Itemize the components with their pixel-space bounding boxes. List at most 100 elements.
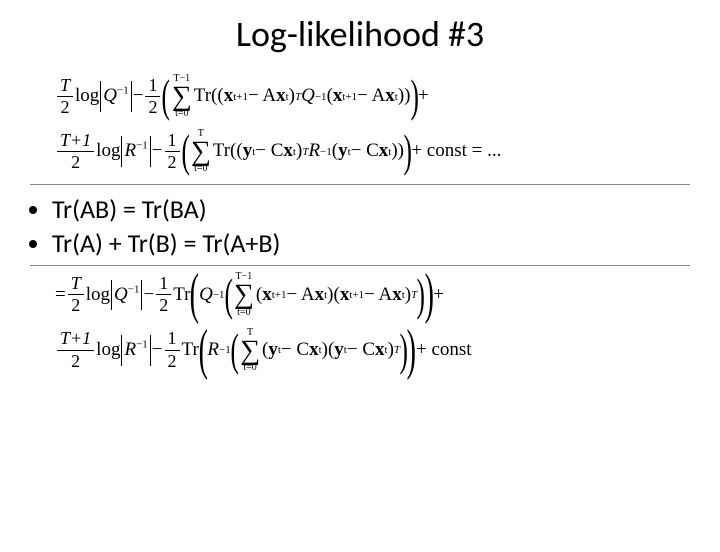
lparen-icon: ( (162, 78, 170, 115)
lparen-icon2: ( (181, 133, 189, 170)
half-num4: 1 (165, 328, 180, 351)
lparen-inner2: ( (230, 332, 238, 369)
rparen-big2: ) (407, 331, 416, 370)
sigma-icon3: ∑ (234, 282, 254, 307)
rparen-big: ) (424, 275, 433, 314)
half-den: 2 (145, 97, 160, 119)
eq4-coef-num: T+1 (57, 328, 94, 351)
sum-bot3: t=0 (237, 308, 250, 318)
sum-bot2: t=0 (194, 164, 207, 174)
Qfront: Q (199, 284, 213, 307)
sigma-icon2: ∑ (191, 139, 211, 164)
sigma-icon: ∑ (172, 84, 192, 109)
lparen-big2: ( (198, 331, 207, 370)
close2: )) (398, 85, 411, 108)
minus-C: − C (255, 140, 283, 163)
close4: ) (388, 339, 394, 362)
Rfront: R (207, 339, 219, 362)
rparen-icon2: ) (403, 133, 411, 170)
Qinv: Q (301, 85, 315, 108)
eq2-coef-den: 2 (68, 152, 83, 174)
x4c: x (392, 284, 402, 307)
half-num3: 1 (156, 273, 171, 296)
trace-open2: Tr(( (213, 140, 243, 163)
x3: x (333, 85, 343, 108)
y2d: y (334, 339, 344, 362)
bullet-2: Tr(A) + Tr(B) = Tr(A+B) (52, 227, 720, 259)
bullet-list: Tr(AB) = Tr(BA) Tr(A) + Tr(B) = Tr(A+B) (0, 193, 720, 259)
sum-bot: t=0 (175, 109, 188, 119)
lparen-big: ( (190, 275, 199, 314)
x1b: x (283, 140, 293, 163)
y1: y (243, 140, 253, 163)
det-Q: Q (103, 85, 117, 106)
minus-A3: − A (286, 284, 314, 307)
det-Q-sup: −1 (117, 85, 129, 97)
minus: − (133, 85, 144, 108)
minus3: − (143, 284, 154, 307)
trace-open: Tr(( (194, 85, 224, 108)
x3c: x (340, 284, 350, 307)
minus-C3: − C (281, 339, 309, 362)
equation-2: T+12 log R−1 − 12 ( T∑t=0 Tr(( yt − C xt… (55, 129, 680, 174)
x2b: x (379, 140, 389, 163)
eq1-coef-den: 2 (58, 97, 73, 119)
minus-A2: − A (357, 85, 385, 108)
half-den2: 2 (165, 152, 180, 174)
tr-label: Tr (173, 284, 190, 307)
minus-A: − A (248, 85, 276, 108)
x2c: x (315, 284, 325, 307)
equation-1: T2 log Q−1 − 12 ( T−1∑t=0 Tr(( xt+1 − A … (0, 74, 720, 174)
mid4: )( (322, 339, 335, 362)
eq4-coef-den: 2 (68, 351, 83, 373)
Rinv: R (308, 140, 320, 163)
plus: + (418, 85, 429, 108)
x1: x (224, 85, 234, 108)
sigma-icon4: ∑ (240, 338, 260, 363)
x2d: x (375, 339, 385, 362)
eq2-coef-num: T+1 (57, 130, 94, 153)
equation-3: = T2 log Q−1 − 12 Tr ( Q−1 ( T−1∑t=0 ( x… (0, 272, 720, 372)
rparen-icon: ) (410, 78, 418, 115)
mid3: )( (327, 284, 340, 307)
half-num: 1 (145, 75, 160, 98)
plus3: + (433, 284, 444, 307)
minus4: − (152, 339, 163, 362)
tr-label2: Tr (182, 339, 199, 362)
minus-C2: − C (351, 140, 379, 163)
x2: x (276, 85, 286, 108)
log-label2: log (96, 140, 120, 163)
half-den4: 2 (165, 351, 180, 373)
tail: + const = ... (411, 140, 501, 163)
det-R2: R (124, 339, 136, 360)
log-label: log (75, 85, 99, 108)
close2b: )) (391, 140, 404, 163)
equation-4: T+12 log R−1 − 12 Tr ( R−1 ( T∑t=0 ( yt … (55, 328, 680, 373)
x1c: x (262, 284, 272, 307)
lparen-inner: ( (224, 277, 232, 314)
det-R: R (124, 140, 136, 161)
equals-prefix: = (55, 284, 66, 307)
log-label3: log (86, 284, 110, 307)
sum-bot4: t=0 (243, 363, 256, 373)
det-Q2: Q (114, 284, 128, 305)
divider-2 (30, 265, 690, 266)
eq3-coef-num: T (68, 273, 84, 296)
slide-title: Log-likelihood #3 (0, 12, 720, 56)
x4: x (385, 85, 395, 108)
x1d: x (309, 339, 319, 362)
bullet-1: Tr(AB) = Tr(BA) (52, 193, 720, 225)
det-R2-sup: −1 (136, 338, 148, 350)
y2: y (338, 140, 348, 163)
half-num2: 1 (165, 130, 180, 153)
half-den3: 2 (156, 295, 171, 317)
y1d: y (268, 339, 278, 362)
eq1-coef-num: T (57, 75, 73, 98)
eq3-coef-den: 2 (68, 295, 83, 317)
minus-A4: − A (364, 284, 392, 307)
divider-1 (30, 184, 690, 185)
minus-C4: − C (347, 339, 375, 362)
det-R-sup: −1 (136, 140, 148, 152)
tail4: + const (416, 339, 472, 362)
log-label4: log (96, 339, 120, 362)
